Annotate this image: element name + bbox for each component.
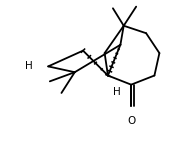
Text: H: H	[25, 61, 33, 71]
Text: H: H	[113, 87, 121, 97]
Text: O: O	[127, 116, 135, 126]
